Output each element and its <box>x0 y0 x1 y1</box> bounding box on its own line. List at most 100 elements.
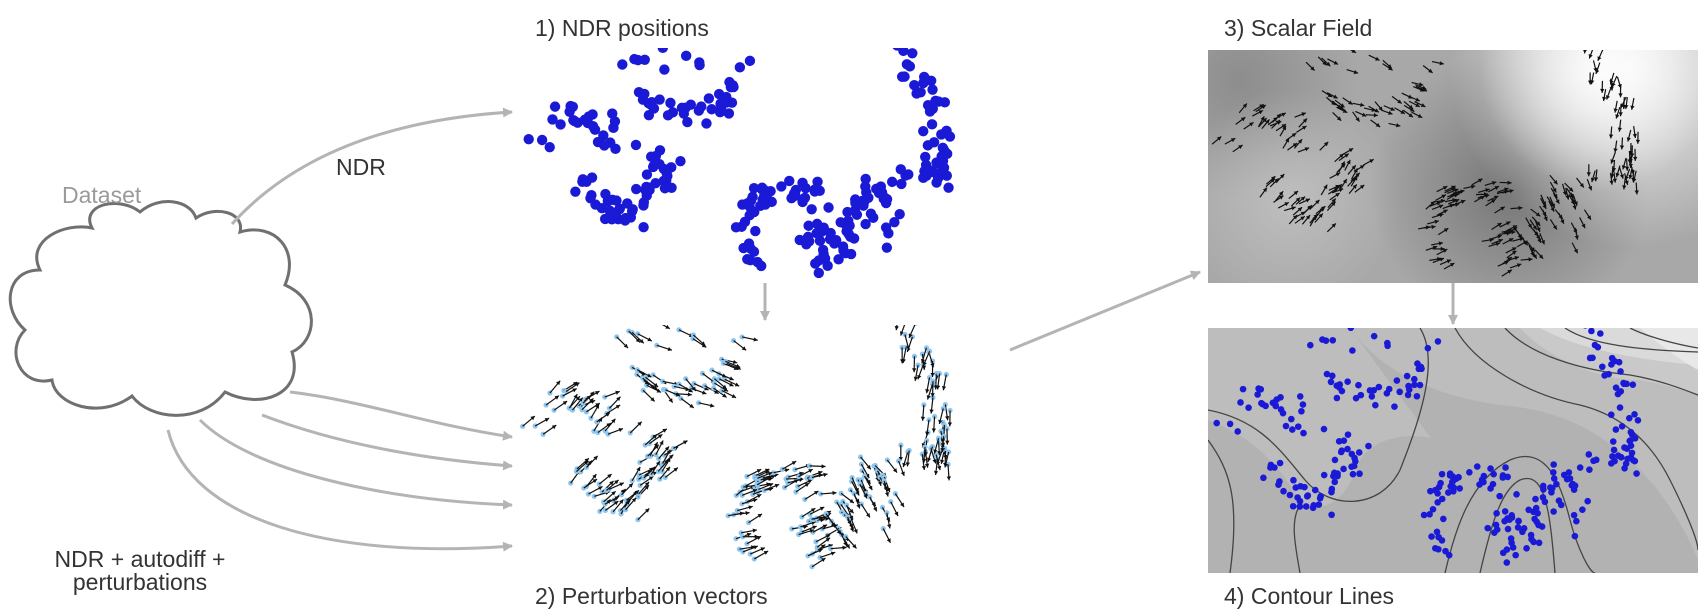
perturbation-arrow-head <box>575 382 580 387</box>
perturbation-arrow-head <box>944 416 950 421</box>
field-arrow-head <box>1535 221 1541 226</box>
contour-point <box>1288 415 1295 423</box>
perturbation-arrow-head <box>634 490 640 495</box>
field-arrow-head <box>1315 199 1320 205</box>
perturbation-arrow-head <box>937 465 942 471</box>
ndr-point <box>629 53 640 65</box>
contour-point <box>1621 444 1628 451</box>
ndr-point <box>645 151 657 162</box>
field-arrow-head <box>1518 205 1523 211</box>
ndr-point <box>927 84 938 95</box>
ndr-point <box>730 222 742 233</box>
contour-point <box>1428 533 1435 540</box>
field-arrow-head <box>1498 238 1503 243</box>
field-arrow-head <box>1624 104 1629 110</box>
perturbation-arrow-head <box>551 425 557 430</box>
contour-point <box>1356 470 1363 478</box>
ndr-point <box>583 111 594 122</box>
perturbation-arrow-head <box>937 451 942 456</box>
ndr-point <box>564 106 575 117</box>
field-arrow-head <box>1346 159 1351 165</box>
ndr-point <box>898 48 909 57</box>
contour-point <box>1384 339 1391 347</box>
perturbation-arrow-head <box>865 513 870 518</box>
ndr-point <box>863 192 874 203</box>
field-arrow-head <box>1597 56 1602 61</box>
field-arrow-head <box>1281 112 1286 117</box>
field-arrow-head <box>1551 203 1556 208</box>
contour-point <box>1416 381 1424 389</box>
perturbation-arrow-head <box>618 427 623 432</box>
field-arrow-head <box>1409 107 1415 112</box>
ndr-point <box>759 185 771 196</box>
field-arrow-head <box>1612 178 1617 183</box>
ndr-point <box>880 197 892 209</box>
contour-point <box>1438 495 1446 503</box>
field-arrow-head <box>1304 147 1310 152</box>
point-marker <box>898 442 904 448</box>
ndr-point <box>547 114 558 125</box>
perturbation-arrow-head <box>941 385 947 391</box>
connector-arrow <box>1009 270 1201 352</box>
field-arrow-head <box>1262 118 1267 123</box>
contour-point <box>1598 363 1606 371</box>
contour-point <box>1592 456 1600 464</box>
contour-point <box>1393 377 1401 384</box>
perturbation-arrow-head <box>666 457 671 463</box>
contour-point <box>1290 476 1297 484</box>
contour-point <box>1565 469 1573 476</box>
field-arrow-head <box>1500 206 1505 211</box>
contour-point <box>1289 426 1296 433</box>
field-arrow-head <box>1538 254 1544 259</box>
contour-point <box>1501 508 1509 515</box>
ndr-point <box>790 190 801 201</box>
field-arrow-head <box>1514 256 1519 261</box>
ndr-point <box>744 55 756 67</box>
contour-point <box>1548 489 1555 496</box>
ndr-point <box>833 254 844 265</box>
ndr-point <box>943 182 954 193</box>
field-arrow-head <box>1449 203 1454 208</box>
field-arrow-head <box>1491 199 1496 204</box>
field-arrow-head <box>1325 61 1331 67</box>
perturbation-arrow-head <box>946 476 951 481</box>
field-arrow-head <box>1624 166 1630 171</box>
contour-point <box>1300 429 1307 437</box>
field-arrow-head <box>1348 148 1354 153</box>
ndr-point <box>920 151 931 163</box>
contour-point <box>1626 437 1634 444</box>
field-arrow-head <box>1292 143 1298 148</box>
panel4-title: 4) Contour Lines <box>1224 583 1395 609</box>
contour-point <box>1275 481 1282 488</box>
contour-point <box>1427 487 1434 495</box>
perturbation-arrow-head <box>920 416 926 421</box>
contour-point <box>1337 448 1345 456</box>
field-arrow-head <box>1560 219 1565 224</box>
field-arrow-head <box>1441 194 1446 199</box>
ndr-point <box>817 244 829 256</box>
contour-point <box>1319 336 1326 343</box>
ndr-point <box>784 175 795 187</box>
point-marker <box>937 370 943 377</box>
ndr-point <box>896 178 907 190</box>
contour-point <box>1334 470 1341 477</box>
perturbation-arrow-head <box>616 396 621 402</box>
field-arrow-head <box>1633 156 1638 161</box>
contour-point <box>1570 511 1578 519</box>
perturbation-arrow-head <box>849 498 854 503</box>
contour-point <box>1550 469 1557 476</box>
field-arrow-head <box>1323 141 1329 147</box>
perturbation-arrow-head <box>623 343 629 349</box>
perturbation-arrow-head <box>562 401 568 406</box>
perturbation-arrow-head <box>929 409 934 414</box>
field-arrow-head <box>1605 95 1610 100</box>
field-arrow-head <box>1442 249 1448 253</box>
ndr-point <box>813 267 824 279</box>
connector-arrow <box>166 429 513 552</box>
perturbation-arrow-head <box>866 479 871 485</box>
contour-point <box>1507 535 1515 542</box>
field-arrow-head <box>1307 205 1312 211</box>
ndr-point <box>776 181 787 192</box>
field-arrow-head <box>1301 125 1307 130</box>
perturbation-arrow-head <box>735 363 741 368</box>
